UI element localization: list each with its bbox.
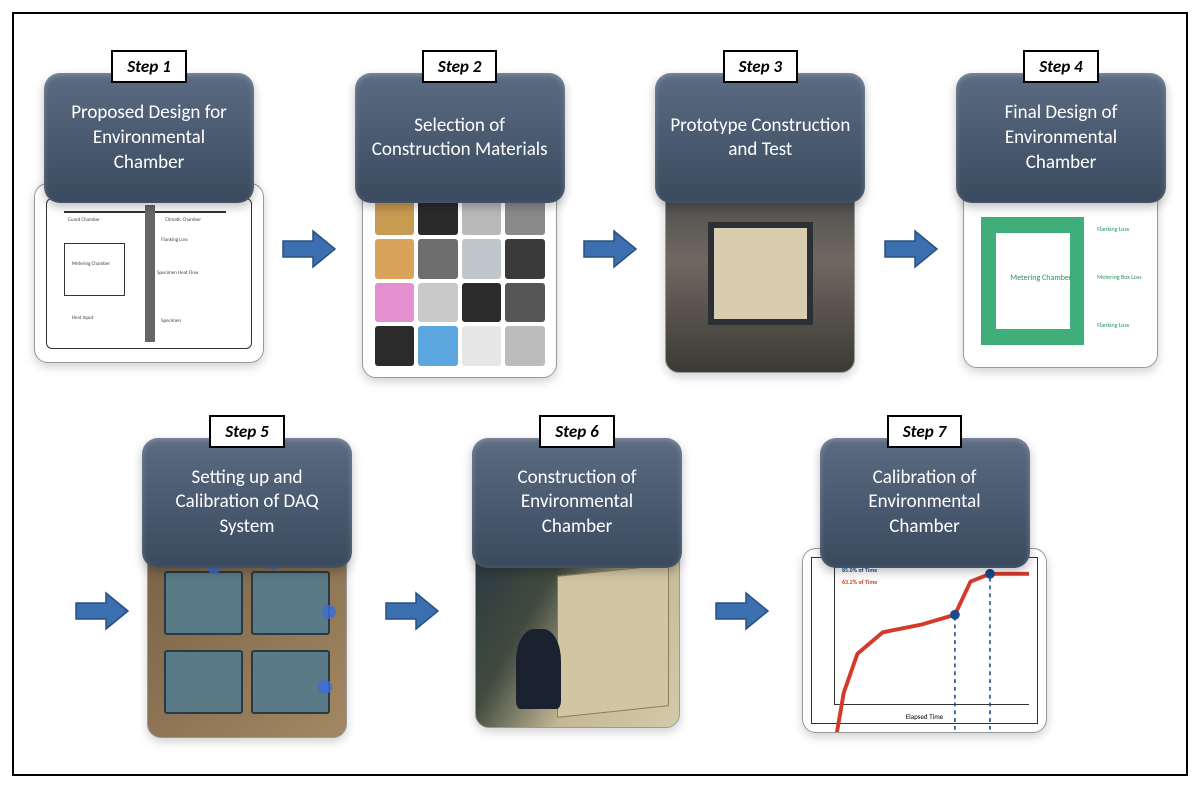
step-1-label: Step 1 xyxy=(111,50,186,83)
row-1: Step 1 Proposed Design for Environmental… xyxy=(34,50,1166,378)
step-3-title: Prototype Construction and Test xyxy=(669,114,851,163)
step-2-title: Selection of Construction Materials xyxy=(369,114,551,163)
step-7-title: Calibration of Environmental Chamber xyxy=(834,466,1016,540)
step-5-title: Setting up and Calibration of DAQ System xyxy=(156,466,338,540)
step-6: Step 6 Construction of Environmental Cha… xyxy=(472,415,682,728)
arrow-2-3 xyxy=(582,229,638,269)
step-4-card: Final Design of Environmental Chamber xyxy=(956,73,1166,203)
diagram-frame: Step 1 Proposed Design for Environmental… xyxy=(12,12,1188,776)
step-1: Step 1 Proposed Design for Environmental… xyxy=(34,50,264,363)
step-2: Step 2 Selection of Construction Materia… xyxy=(355,50,565,378)
step-5-card: Setting up and Calibration of DAQ System xyxy=(142,438,352,568)
arrow-4-5 xyxy=(74,591,130,631)
step-1-image: Guard Chamber Metering Chamber Climatic … xyxy=(34,183,264,363)
step-1-title: Proposed Design for Environmental Chambe… xyxy=(58,101,240,175)
step-5: Step 5 Setting up and Calibration of DAQ… xyxy=(142,415,352,738)
worker xyxy=(516,629,561,709)
arrow-3-4 xyxy=(883,229,939,269)
wood-panel xyxy=(557,564,669,718)
step-2-image xyxy=(362,183,557,378)
step-3-card: Prototype Construction and Test xyxy=(655,73,865,203)
arrow-1-2 xyxy=(281,229,337,269)
calibration-chart: 85.0% of Time 63.2% of Time Elapsed Time xyxy=(811,557,1038,724)
step4-diagram: Metering Chamber Flanking Loss Metering … xyxy=(970,201,1151,361)
step-4: Step 4 Final Design of Environmental Cha… xyxy=(956,50,1166,368)
arrow-6-7 xyxy=(714,591,770,631)
step-4-image: Guard Chamber (Box) Climatic Chamber Met… xyxy=(963,183,1158,368)
step-5-label: Step 5 xyxy=(209,415,284,448)
prototype-box xyxy=(708,222,813,325)
step-7-card: Calibration of Environmental Chamber xyxy=(820,438,1030,568)
step-1-card: Proposed Design for Environmental Chambe… xyxy=(44,73,254,203)
materials-grid xyxy=(375,196,545,366)
step-2-card: Selection of Construction Materials xyxy=(355,73,565,203)
schematic-diagram: Guard Chamber Metering Chamber Climatic … xyxy=(46,198,251,349)
step-3-label: Step 3 xyxy=(723,50,798,83)
step-6-card: Construction of Environmental Chamber xyxy=(472,438,682,568)
step-7-label: Step 7 xyxy=(887,415,962,448)
step-4-title: Final Design of Environmental Chamber xyxy=(970,101,1152,175)
chart-xlabel: Elapsed Time xyxy=(812,712,1037,721)
step-6-label: Step 6 xyxy=(539,415,614,448)
row-2: Step 5 Setting up and Calibration of DAQ… xyxy=(34,415,1166,738)
step-3: Step 3 Prototype Construction and Test xyxy=(655,50,865,373)
step-2-label: Step 2 xyxy=(422,50,497,83)
step-7-image: 85.0% of Time 63.2% of Time Elapsed Time xyxy=(802,548,1047,733)
step-6-image xyxy=(475,548,680,728)
step-7: Step 7 Calibration of Environmental Cham… xyxy=(802,415,1047,733)
step-3-image xyxy=(665,183,855,373)
arrow-5-6 xyxy=(384,591,440,631)
step-4-label: Step 4 xyxy=(1023,50,1098,83)
step-5-image xyxy=(147,548,347,738)
step-6-title: Construction of Environmental Chamber xyxy=(486,466,668,540)
